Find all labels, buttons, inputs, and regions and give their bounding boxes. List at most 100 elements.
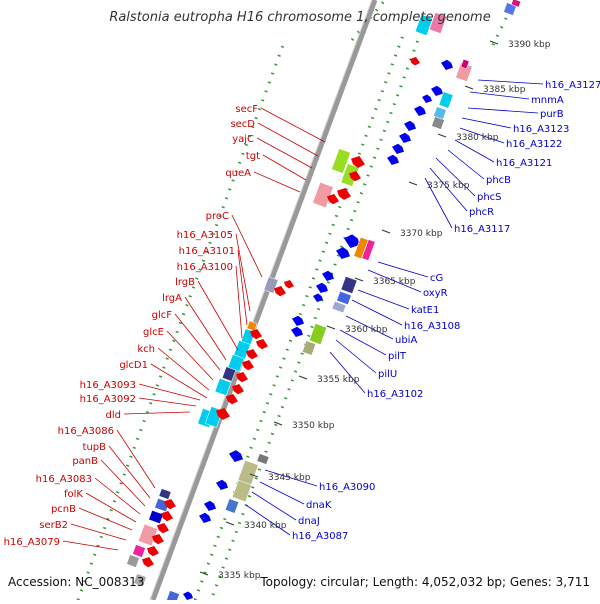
reverse-arrow <box>246 349 258 360</box>
gene-leader-line <box>251 491 297 521</box>
gene-label-left: lrgA <box>162 293 182 304</box>
feature-box <box>340 276 358 294</box>
feature-box <box>431 116 445 130</box>
gene-label-right: h16_A3122 <box>506 139 562 150</box>
gene-label-right: h16_A3117 <box>454 224 510 235</box>
reverse-arrow <box>242 360 254 371</box>
gene-leader-line <box>264 469 318 487</box>
forward-arrow <box>431 85 443 96</box>
gene-leader-line <box>459 127 505 144</box>
kbp-tick-mark <box>489 40 499 45</box>
gene-leader-line <box>377 261 429 278</box>
feature-box <box>166 590 180 604</box>
tick-dots-layer <box>76 0 517 601</box>
reverse-arrow <box>161 511 173 522</box>
gene-leader-line <box>447 149 485 180</box>
gene-label-left: lrgB <box>175 277 195 288</box>
gene-label-right: oxyR <box>423 288 448 299</box>
feature-box <box>224 498 240 514</box>
gene-leader-line <box>335 339 377 374</box>
reverse-arrow <box>410 57 420 66</box>
gene-label-right: h16_A3102 <box>367 389 423 400</box>
gene-label-right: pilT <box>388 351 407 362</box>
forward-arrow <box>199 512 211 523</box>
forward-arrow <box>316 282 328 293</box>
gene-label-left: glcF <box>152 310 173 321</box>
feature-box <box>158 488 172 500</box>
reverse-arrow <box>164 499 176 510</box>
gene-leader-line <box>351 299 403 326</box>
gene-label-left: proC <box>206 211 229 222</box>
feature-box <box>438 91 454 109</box>
right-ticks-far <box>211 39 420 596</box>
feature-box <box>460 58 470 70</box>
gene-leader-line <box>138 383 201 401</box>
feature-box <box>232 479 252 503</box>
gene-leader-line <box>235 265 243 339</box>
kbp-label: 3350 kbp <box>292 421 335 431</box>
gene-label-left: dld <box>106 410 121 421</box>
gene-leader-line <box>329 351 366 394</box>
kbp-tick-mark <box>298 375 308 380</box>
feature-box <box>132 544 146 558</box>
gene-label-left: h16_A3092 <box>80 394 136 405</box>
gene-labels-layer: secF secD yajC tgt queA proC h16_A3105 h16_A310… <box>4 80 600 548</box>
feature-box <box>331 300 347 314</box>
reverse-arrow <box>351 156 365 168</box>
reverse-arrow <box>250 329 262 340</box>
gene-leader-line <box>197 280 239 351</box>
gene-label-right: pilU <box>378 369 397 380</box>
forward-arrow <box>344 234 360 248</box>
gene-leader-line <box>78 507 133 531</box>
gene-leader-line <box>70 523 127 541</box>
gene-label-right: h16_A3123 <box>513 124 569 135</box>
gene-leader-line <box>469 91 530 100</box>
backbone-layer <box>149 0 378 601</box>
forward-arrow <box>404 120 416 131</box>
gene-leader-line <box>138 397 197 407</box>
forward-arrow <box>229 450 243 462</box>
forward-arrow <box>414 105 426 116</box>
gene-label-left: folK <box>64 489 83 500</box>
feature-box <box>148 509 164 525</box>
gene-leader-line <box>231 214 263 278</box>
kbp-labels-layer: 3390 kbp 3385 kbp 3380 kbp 3375 kbp 3370 kbp… <box>199 40 551 581</box>
gene-leader-line <box>424 177 453 229</box>
leader-lines-layer <box>62 79 544 551</box>
gene-label-right: mnmA <box>531 95 564 106</box>
backbone-highlight <box>149 0 373 601</box>
kbp-tick-mark <box>273 421 283 426</box>
kbp-label: 3385 kbp <box>483 85 526 95</box>
gene-label-right: phcB <box>486 175 511 186</box>
gene-label-right: h16_A3121 <box>496 158 552 169</box>
feature-box <box>312 181 334 209</box>
gene-label-left: pcnB <box>51 504 76 515</box>
gene-leader-line <box>174 313 221 371</box>
gene-leader-line <box>357 289 410 310</box>
gene-leader-line <box>260 107 326 143</box>
kbp-label: 3390 kbp <box>508 40 551 50</box>
gene-leader-line <box>94 477 141 515</box>
gene-label-left: h16_A3093 <box>80 380 136 391</box>
kbp-label: 3375 kbp <box>427 181 470 191</box>
forward-arrow <box>313 293 323 302</box>
gene-label-left: panB <box>72 456 98 467</box>
forward-arrow <box>183 591 193 600</box>
gene-label-right: h16_A3087 <box>292 531 348 542</box>
gene-label-left: secD <box>230 119 255 130</box>
gene-label-right: cG <box>430 273 443 284</box>
gene-label-left: h16_A3079 <box>4 537 60 548</box>
gene-leader-line <box>345 315 394 340</box>
kbp-label: 3355 kbp <box>317 375 360 385</box>
gene-label-right: ubiA <box>395 335 417 346</box>
gene-leader-line <box>150 363 208 399</box>
gene-leader-line <box>429 167 468 212</box>
gene-leader-line <box>253 171 301 193</box>
reverse-arrow <box>147 546 159 557</box>
gene-leader-line <box>116 429 156 489</box>
feature-box <box>510 0 522 8</box>
reverse-arrow <box>337 188 351 200</box>
feature-box <box>414 14 434 36</box>
